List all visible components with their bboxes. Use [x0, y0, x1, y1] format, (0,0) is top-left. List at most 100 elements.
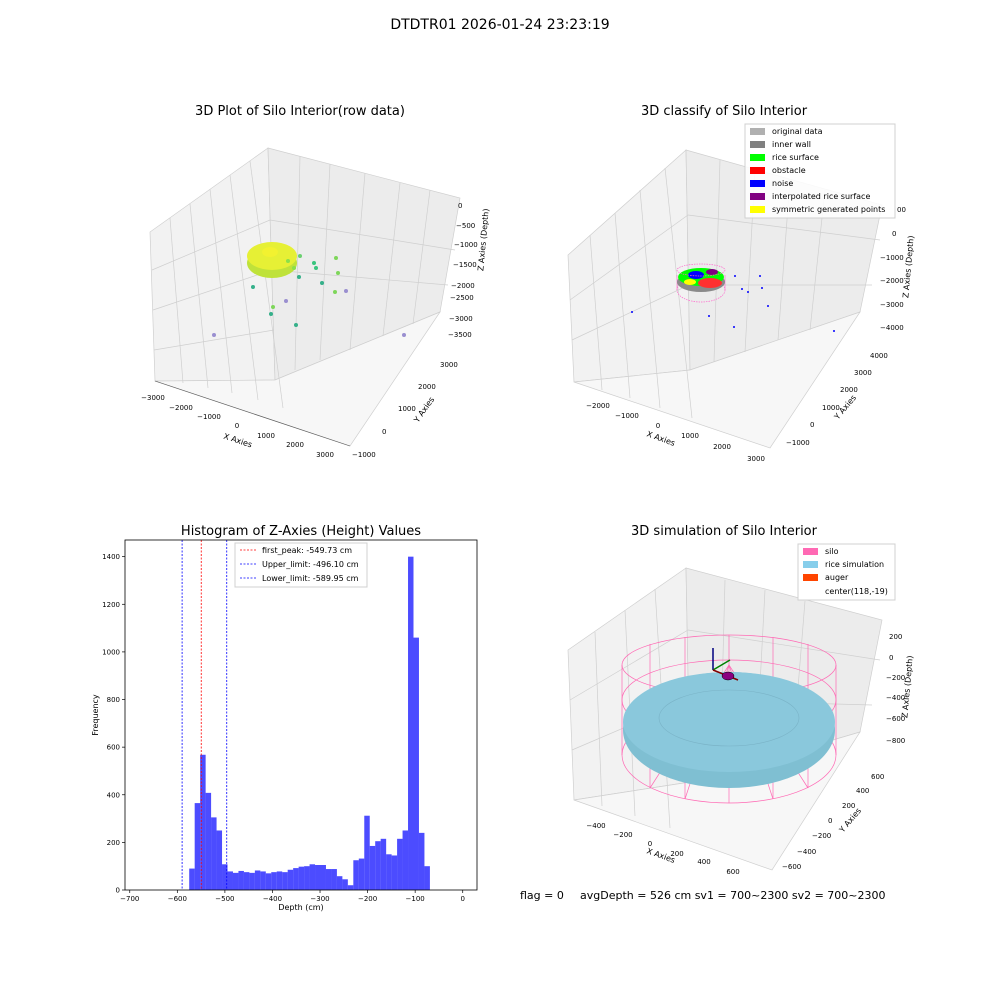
simulation-y-tick: 400 — [856, 787, 869, 795]
legend-swatch — [803, 574, 818, 581]
legend-label: rice surface — [772, 153, 819, 162]
classify-x-tick: −1000 — [615, 412, 639, 420]
y-tick-label: 200 — [107, 839, 120, 847]
x-tick-label: −300 — [310, 895, 329, 903]
simulation-y-tick: 200 — [842, 802, 855, 810]
classify-z-tick-partial: 00 — [897, 206, 906, 214]
classify-x-tick: −2000 — [586, 402, 610, 410]
legend-label: symmetric generated points — [772, 205, 885, 214]
legend-swatch — [750, 206, 765, 213]
classify-y-tick: 3000 — [854, 369, 872, 377]
histogram-bar — [282, 872, 288, 890]
histogram-bars — [189, 556, 430, 890]
histogram-bar — [216, 830, 223, 890]
histogram-bar — [254, 870, 261, 890]
classify-z-tick: −4000 — [880, 324, 904, 332]
status-stats: avgDepth = 526 cm sv1 = 700~2300 sv2 = 7… — [580, 889, 886, 902]
histogram-bar — [336, 876, 343, 890]
legend-swatch — [750, 180, 765, 187]
legend-label-upper: Upper_limit: -496.10 cm — [262, 560, 359, 569]
simulation-y-tick: −200 — [812, 832, 831, 840]
raw-x-label: X Axies — [222, 432, 253, 450]
histogram-bar — [232, 872, 239, 890]
simulation-z-tick: 200 — [889, 633, 902, 641]
histogram-bar — [304, 866, 310, 890]
histogram-bar — [309, 864, 316, 890]
legend-label-peak: first_peak: -549.73 cm — [262, 546, 352, 555]
histogram-bar — [342, 879, 348, 890]
raw-x-tick: −1000 — [197, 413, 221, 421]
histogram-bar — [397, 838, 403, 890]
classify-plot-title: 3D classify of Silo Interior — [640, 104, 808, 119]
simulation-x-tick: 400 — [697, 858, 710, 866]
raw-x-tick: 0 — [235, 422, 239, 430]
y-tick-label: 1000 — [102, 648, 120, 656]
histogram-bar — [238, 870, 244, 890]
legend-label: auger — [825, 573, 849, 582]
classify-rice-cluster — [676, 263, 726, 303]
simulation-z-tick: −400 — [886, 694, 905, 702]
histogram-bar — [276, 871, 283, 890]
classify-noise-points — [631, 275, 835, 332]
raw-y-tick: 1000 — [398, 405, 416, 413]
classify-z-label: Z Axies (Depth) — [901, 235, 915, 298]
raw-x-ticks — [154, 380, 351, 447]
histogram-bar — [391, 855, 398, 890]
raw-y-tick: 3000 — [440, 361, 458, 369]
classify-x-label: X Axies — [645, 429, 676, 448]
classify-x-tick: 3000 — [747, 455, 765, 463]
raw-scatter-points — [212, 254, 406, 337]
simulation-x-tick: 600 — [726, 868, 739, 876]
histogram-frame — [124, 539, 478, 891]
classify-y-tick: −1000 — [786, 439, 810, 447]
simulation-z-tick: 0 — [889, 654, 893, 662]
histogram-y-ticks: 0 200 400 600 800 1000 1200 1400 — [102, 553, 125, 895]
histogram-bar — [418, 832, 425, 890]
raw-x-tick: 3000 — [316, 451, 334, 459]
histogram-bar — [369, 845, 376, 890]
histogram-bar — [205, 792, 212, 890]
simulation-z-label: Z Axies (Depth) — [900, 655, 914, 718]
legend-swatch — [750, 167, 765, 174]
legend-label: center(118,-19) — [825, 587, 888, 596]
y-tick-label: 400 — [107, 791, 120, 799]
histogram-bar — [227, 871, 233, 890]
legend-swatch — [803, 561, 818, 568]
legend-swatch — [750, 141, 765, 148]
rice-simulation-surface — [623, 672, 835, 788]
histogram-bar — [358, 858, 365, 890]
classify-left-pane — [567, 149, 691, 383]
classify-x-tick: 2000 — [713, 443, 731, 451]
histogram-bar — [413, 637, 419, 890]
raw-rice-ring — [247, 242, 297, 278]
legend-swatch — [750, 193, 765, 200]
y-tick-label: 0 — [116, 887, 120, 895]
x-tick-label: −400 — [263, 895, 282, 903]
histogram-bar — [325, 869, 332, 890]
histogram-bar — [375, 841, 381, 890]
status-flag: flag = 0 — [520, 889, 564, 902]
histogram-bar — [287, 869, 294, 890]
legend-label: interpolated rice surface — [772, 192, 870, 201]
legend-label: rice simulation — [825, 560, 884, 569]
auger-marker — [712, 648, 739, 681]
histogram-bar — [271, 872, 277, 890]
classify-floor-pane — [573, 311, 861, 449]
histogram-bar — [424, 866, 430, 890]
simulation-y-tick: 600 — [871, 773, 884, 781]
y-tick-label: 600 — [107, 744, 120, 752]
histogram-bar — [320, 865, 326, 890]
histogram-bar — [408, 556, 414, 890]
simulation-legend: silo rice simulation auger center(118,-1… — [797, 543, 896, 601]
histogram-bar — [260, 871, 266, 890]
raw-z-tick: −1000 — [454, 241, 478, 249]
classify-x-tick: 1000 — [681, 432, 699, 440]
classify-y-tick: 2000 — [840, 386, 858, 394]
raw-x-tick: −3000 — [141, 394, 165, 402]
legend-label: original data — [772, 127, 823, 136]
x-tick-label: −600 — [168, 895, 187, 903]
simulation-z-tick: −200 — [886, 674, 905, 682]
classify-z-tick: −2000 — [880, 277, 904, 285]
x-tick-label: 0 — [460, 895, 464, 903]
raw-z-tick: −1500 — [453, 261, 477, 269]
